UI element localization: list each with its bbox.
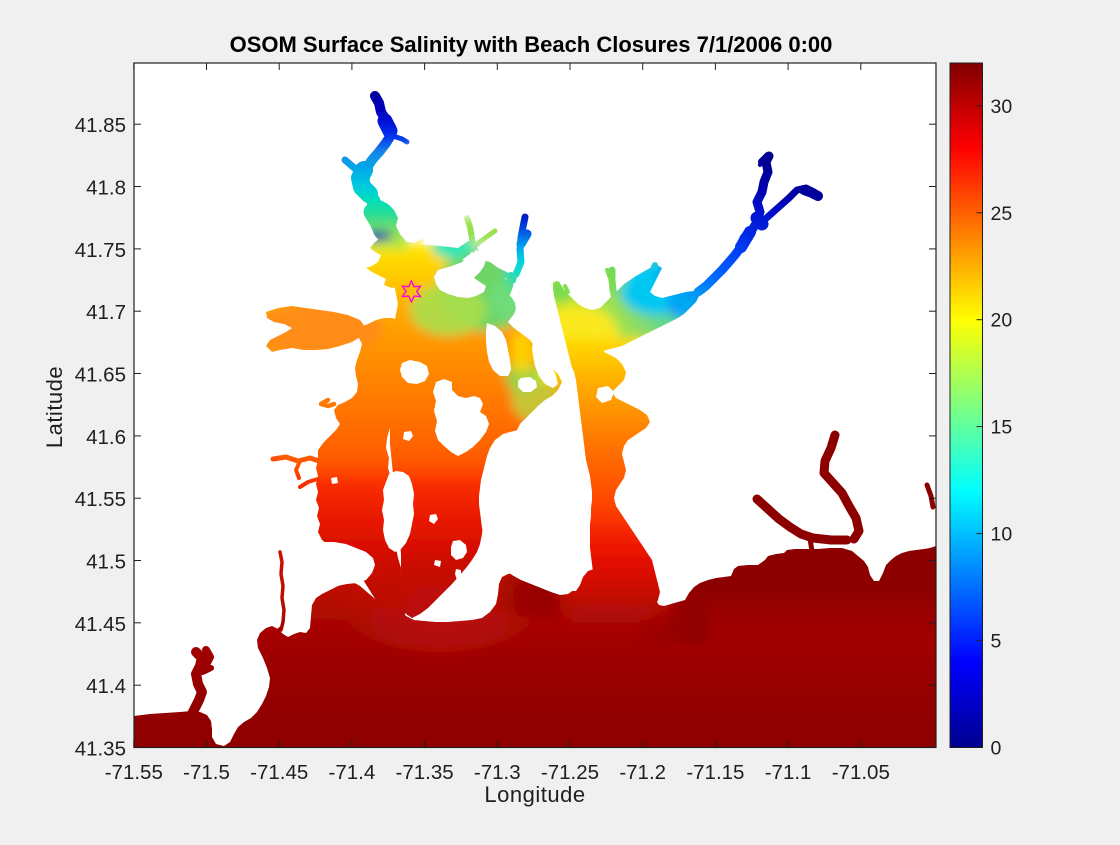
svg-text:41.45: 41.45: [75, 613, 126, 636]
svg-text:-71.15: -71.15: [686, 761, 744, 784]
svg-text:30: 30: [991, 96, 1013, 118]
svg-text:Latitude: Latitude: [42, 366, 67, 448]
svg-text:-71.05: -71.05: [832, 761, 890, 784]
svg-text:41.8: 41.8: [86, 177, 126, 200]
svg-text:-71.35: -71.35: [396, 761, 454, 784]
svg-text:41.5: 41.5: [86, 551, 126, 574]
svg-text:41.55: 41.55: [75, 488, 126, 511]
svg-text:15: 15: [991, 417, 1013, 439]
svg-text:-71.2: -71.2: [619, 761, 666, 784]
svg-text:25: 25: [991, 203, 1013, 225]
svg-text:41.75: 41.75: [75, 239, 126, 262]
svg-text:OSOM Surface Salinity with Bea: OSOM Surface Salinity with Beach Closure…: [230, 32, 833, 57]
svg-text:41.6: 41.6: [86, 426, 126, 449]
svg-text:41.4: 41.4: [86, 675, 126, 698]
svg-text:-71.55: -71.55: [105, 761, 163, 784]
svg-text:20: 20: [991, 310, 1013, 332]
svg-text:-71.5: -71.5: [183, 761, 230, 784]
svg-text:41.65: 41.65: [75, 364, 126, 387]
svg-text:-71.1: -71.1: [765, 761, 812, 784]
svg-text:-71.4: -71.4: [329, 761, 376, 784]
svg-text:10: 10: [991, 524, 1013, 546]
svg-text:5: 5: [991, 631, 1002, 653]
svg-text:41.85: 41.85: [75, 114, 126, 137]
svg-text:Longitude: Longitude: [484, 782, 585, 807]
svg-text:-71.45: -71.45: [250, 761, 308, 784]
svg-text:41.7: 41.7: [86, 301, 126, 324]
svg-text:-71.25: -71.25: [541, 761, 599, 784]
svg-text:-71.3: -71.3: [474, 761, 521, 784]
svg-text:41.35: 41.35: [75, 738, 126, 761]
svg-text:0: 0: [991, 738, 1002, 760]
